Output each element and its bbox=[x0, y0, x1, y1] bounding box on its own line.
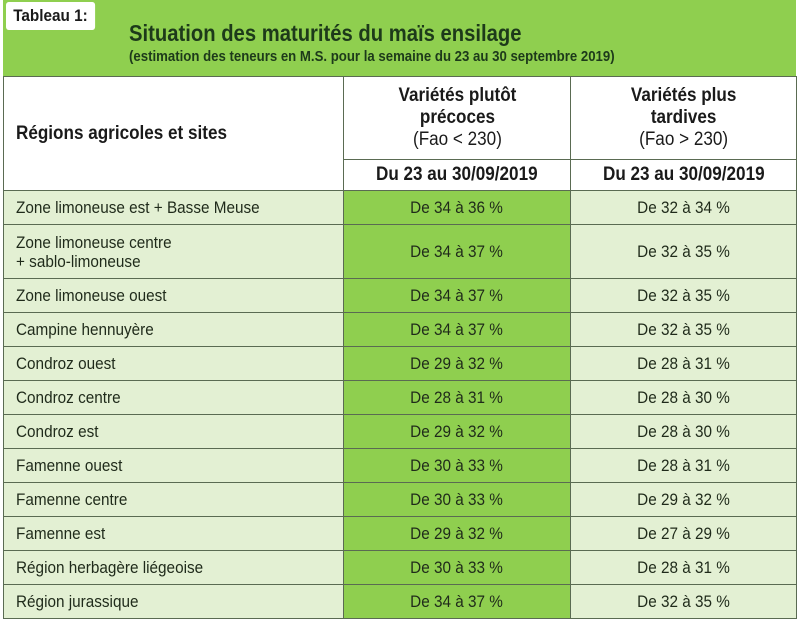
table-row: Zone limoneuse ouest De 34 à 37 % De 32 … bbox=[3, 278, 797, 313]
early-value-cell: De 34 à 37 % bbox=[343, 224, 571, 279]
late-value-cell: De 29 à 32 % bbox=[570, 482, 797, 517]
header-late-line3: (Fao > 230) bbox=[639, 129, 728, 150]
header-region-column: Régions agricoles et sites bbox=[3, 76, 344, 191]
late-value-cell: De 32 à 35 % bbox=[570, 224, 797, 279]
region-cell: Zone limoneuse est + Basse Meuse bbox=[3, 190, 344, 225]
region-cell: Condroz est bbox=[3, 414, 344, 449]
region-cell: Famenne ouest bbox=[3, 448, 344, 483]
region-cell: Zone limoneuse ouest bbox=[3, 278, 344, 313]
table-row: Zone limoneuse centre + sablo-limoneuse … bbox=[3, 224, 797, 279]
late-value-cell: De 28 à 31 % bbox=[570, 448, 797, 483]
late-value-cell: De 28 à 31 % bbox=[570, 550, 797, 585]
early-value-cell: De 34 à 37 % bbox=[343, 278, 571, 313]
title-banner: Tableau 1: Situation des maturités du ma… bbox=[3, 0, 796, 76]
region-cell: Condroz ouest bbox=[3, 346, 344, 381]
header-late-line2: tardives bbox=[650, 107, 717, 128]
late-value-cell: De 32 à 34 % bbox=[570, 190, 797, 225]
early-value-cell: De 30 à 33 % bbox=[343, 550, 571, 585]
header-early-line1: Variétés plutôt bbox=[398, 85, 516, 106]
header-early-line2: précoces bbox=[419, 107, 495, 128]
table-row: Famenne centre De 30 à 33 % De 29 à 32 % bbox=[3, 482, 797, 517]
early-value-cell: De 29 à 32 % bbox=[343, 414, 571, 449]
region-cell: Région jurassique bbox=[3, 584, 344, 619]
late-value-cell: De 32 à 35 % bbox=[570, 278, 797, 313]
early-value-cell: De 34 à 37 % bbox=[343, 312, 571, 347]
early-value-cell: De 29 à 32 % bbox=[343, 346, 571, 381]
header-date-late: Du 23 au 30/09/2019 bbox=[570, 159, 797, 191]
table-row: Condroz est De 29 à 32 % De 28 à 30 % bbox=[3, 414, 797, 449]
early-value-cell: De 28 à 31 % bbox=[343, 380, 571, 415]
early-value-cell: De 30 à 33 % bbox=[343, 482, 571, 517]
region-cell: Zone limoneuse centre + sablo-limoneuse bbox=[3, 224, 344, 279]
region-cell: Région herbagère liégeoise bbox=[3, 550, 344, 585]
header-late-line1: Variétés plus bbox=[630, 85, 737, 106]
table-row: Région jurassique De 34 à 37 % De 32 à 3… bbox=[3, 584, 797, 619]
early-value-cell: De 34 à 36 % bbox=[343, 190, 571, 225]
late-value-cell: De 28 à 30 % bbox=[570, 380, 797, 415]
header-early-line3: (Fao < 230) bbox=[412, 129, 502, 150]
header-region-label: Régions agricoles et sites bbox=[16, 122, 227, 144]
header-late-varieties: Variétés plus tardives (Fao > 230) bbox=[570, 76, 797, 160]
region-cell: Famenne centre bbox=[3, 482, 344, 517]
early-value-cell: De 30 à 33 % bbox=[343, 448, 571, 483]
table-label: Tableau 1: bbox=[6, 2, 95, 30]
table-row: Famenne est De 29 à 32 % De 27 à 29 % bbox=[3, 516, 797, 551]
maize-maturity-table-figure: Tableau 1: Situation des maturités du ma… bbox=[3, 0, 797, 634]
early-value-cell: De 34 à 37 % bbox=[343, 584, 571, 619]
region-cell: Campine hennuyère bbox=[3, 312, 344, 347]
late-value-cell: De 32 à 35 % bbox=[570, 312, 797, 347]
late-value-cell: De 27 à 29 % bbox=[570, 516, 797, 551]
late-value-cell: De 28 à 30 % bbox=[570, 414, 797, 449]
table-row: Condroz centre De 28 à 31 % De 28 à 30 % bbox=[3, 380, 797, 415]
early-value-cell: De 29 à 32 % bbox=[343, 516, 571, 551]
late-value-cell: De 32 à 35 % bbox=[570, 584, 797, 619]
table-title: Situation des maturités du maïs ensilage bbox=[129, 20, 522, 46]
table-row: Famenne ouest De 30 à 33 % De 28 à 31 % bbox=[3, 448, 797, 483]
table-row: Condroz ouest De 29 à 32 % De 28 à 31 % bbox=[3, 346, 797, 381]
header-early-varieties: Variétés plutôt précoces (Fao < 230) bbox=[343, 76, 571, 160]
table-row: Zone limoneuse est + Basse Meuse De 34 à… bbox=[3, 190, 797, 225]
header-date-early: Du 23 au 30/09/2019 bbox=[343, 159, 571, 191]
late-value-cell: De 28 à 31 % bbox=[570, 346, 797, 381]
region-cell: Famenne est bbox=[3, 516, 344, 551]
region-cell: Condroz centre bbox=[3, 380, 344, 415]
table-row: Région herbagère liégeoise De 30 à 33 % … bbox=[3, 550, 797, 585]
maturity-table: Régions agricoles et sites Variétés plut… bbox=[3, 76, 797, 619]
table-subtitle: (estimation des teneurs en M.S. pour la … bbox=[129, 48, 615, 65]
table-row: Campine hennuyère De 34 à 37 % De 32 à 3… bbox=[3, 312, 797, 347]
